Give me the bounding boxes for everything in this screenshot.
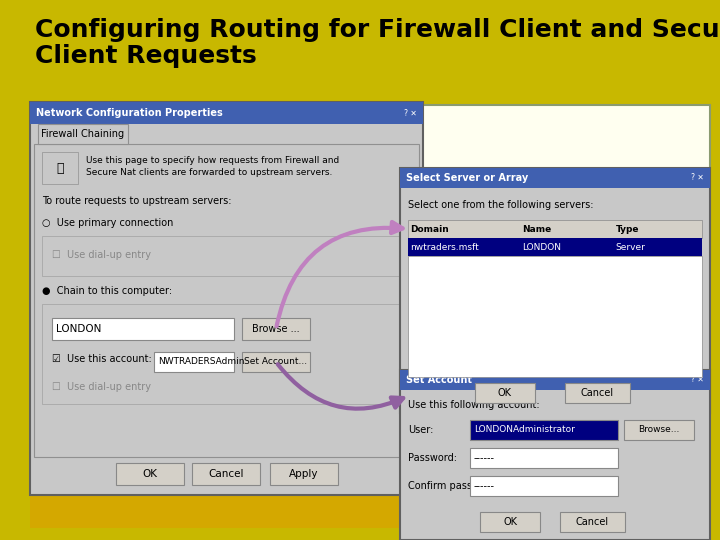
Bar [475, 383, 535, 403]
Text: Client Requests: Client Requests [35, 44, 257, 68]
Text: ○  Use primary connection: ○ Use primary connection [42, 218, 174, 228]
Bar [560, 512, 625, 532]
Bar [400, 168, 710, 413]
Text: OK: OK [498, 388, 512, 398]
Text: Confirm password:: Confirm password: [408, 481, 499, 491]
Text: Set Account: Set Account [406, 375, 472, 385]
Bar [408, 238, 702, 256]
Text: Apply: Apply [289, 469, 319, 479]
Bar [470, 476, 618, 496]
Text: Server: Server [616, 242, 646, 252]
Bar [408, 220, 702, 238]
Text: OK: OK [503, 517, 517, 527]
Text: LONDONAdministrator: LONDONAdministrator [474, 426, 575, 435]
Text: OK: OK [143, 469, 158, 479]
Text: Browse...: Browse... [639, 426, 680, 435]
Bar [565, 383, 630, 403]
Bar [52, 318, 234, 340]
Bar [624, 420, 694, 440]
Bar [42, 236, 411, 276]
Text: Select Server or Array: Select Server or Array [406, 173, 528, 183]
Text: LONDON: LONDON [56, 324, 102, 334]
Text: Cancel: Cancel [208, 469, 244, 479]
Text: Configuring Routing for Firewall Client and Secure.NAT: Configuring Routing for Firewall Client … [35, 18, 720, 42]
Text: Select one from the following servers:: Select one from the following servers: [408, 200, 593, 210]
Text: ? ✕: ? ✕ [691, 173, 704, 183]
Text: User:: User: [408, 425, 433, 435]
Text: ☐  Use dial-up entry: ☐ Use dial-up entry [52, 382, 151, 392]
Bar [270, 463, 338, 485]
Text: To route requests to upstream servers:: To route requests to upstream servers: [42, 196, 232, 206]
Text: Use this following account:: Use this following account: [408, 400, 539, 410]
Text: Password:: Password: [408, 453, 457, 463]
Text: Domain: Domain [410, 225, 449, 233]
Text: Use this page to specify how requests from Firewall and: Use this page to specify how requests fr… [86, 156, 339, 165]
Bar [38, 124, 128, 144]
Text: ☐  Use dial-up entry: ☐ Use dial-up entry [52, 250, 151, 260]
Text: ? ✕: ? ✕ [691, 375, 704, 384]
Text: ●  Chain to this computer:: ● Chain to this computer: [42, 286, 172, 296]
Text: Network Configuration Properties: Network Configuration Properties [36, 108, 222, 118]
Text: Browse ...: Browse ... [252, 324, 300, 334]
Text: Cancel: Cancel [576, 517, 609, 527]
Text: Firewall Chaining: Firewall Chaining [42, 129, 125, 139]
Bar [415, 105, 710, 260]
Bar [480, 512, 540, 532]
Text: ☑  Use this account:: ☑ Use this account: [52, 354, 152, 364]
Text: nwtraders.msft: nwtraders.msft [410, 242, 479, 252]
Bar [42, 152, 78, 184]
Bar [400, 370, 710, 540]
Bar [42, 304, 411, 404]
Bar [192, 463, 260, 485]
Bar [30, 490, 710, 528]
Text: ? ✕: ? ✕ [404, 109, 417, 118]
Text: Secure Nat clients are forwarded to upstream servers.: Secure Nat clients are forwarded to upst… [86, 168, 333, 177]
Text: ------: ------ [474, 481, 495, 491]
Text: Name: Name [522, 225, 551, 233]
Text: LONDON: LONDON [522, 242, 561, 252]
Bar [470, 420, 618, 440]
Text: Set Account...: Set Account... [244, 357, 307, 367]
Bar [408, 256, 702, 377]
Bar [400, 168, 710, 188]
Bar [30, 102, 423, 495]
Bar [242, 318, 310, 340]
Text: ------: ------ [474, 453, 495, 463]
Bar [400, 370, 710, 390]
Bar [470, 448, 618, 468]
Bar [34, 144, 419, 457]
Bar [154, 352, 234, 372]
Bar [30, 102, 423, 124]
Bar [116, 463, 184, 485]
Text: NWTRADERSAdmin: NWTRADERSAdmin [158, 357, 245, 367]
Bar [242, 352, 310, 372]
Text: Type: Type [616, 225, 639, 233]
Text: Cancel: Cancel [581, 388, 614, 398]
Text: 🗔: 🗔 [56, 161, 64, 174]
